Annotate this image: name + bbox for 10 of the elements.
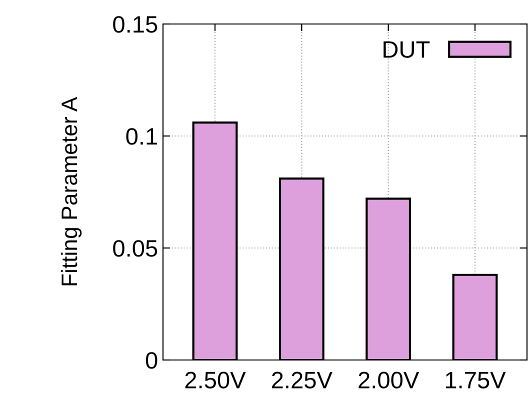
x-tick-label: 2.25V (272, 372, 332, 388)
x-tick-label: 2.00V (358, 372, 420, 388)
legend-label: DUT (384, 41, 430, 58)
x-tick-label: 1.75V (446, 372, 506, 388)
y-tick-label: 0.05 (113, 240, 158, 257)
y-tick-label: 0.15 (113, 16, 158, 33)
y-tick-label: 0.1 (126, 128, 157, 145)
y-tick-label: 0 (146, 352, 158, 369)
y-axis-title: Fitting Parameter A (60, 96, 82, 286)
x-tick-label: 2.50V (185, 372, 246, 388)
